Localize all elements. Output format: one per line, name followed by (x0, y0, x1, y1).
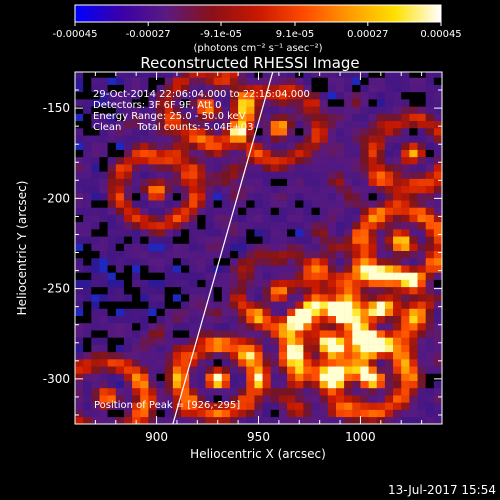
y-axis-label: Heliocentric Y (arcsec) (15, 181, 29, 316)
annotation-clean-counts: Clean Total counts: 5.04E+03 (93, 122, 253, 133)
colorbar-tick-label: -0.00027 (126, 29, 171, 40)
solar-limb-line (172, 72, 274, 424)
colorbar-tick-label: -9.1e-05 (200, 29, 242, 40)
annotation-time-range: 29-Oct-2014 22:06:04.000 to 22:16:04.000 (93, 89, 310, 100)
x-tick-label: 950 (247, 430, 270, 444)
peak-position-label: Position of Peak = [926,-295] (94, 400, 240, 411)
x-tick-label: 900 (145, 430, 168, 444)
colorbar-tick-label: 0.00045 (420, 29, 461, 40)
annotation-detectors: Detectors: 3F 6F 9F, Att 0 (93, 100, 221, 111)
plot-area: 900 950 1000 -150 -200 -250 -300 (43, 71, 443, 444)
colorbar-tick-label: 9.1e-05 (276, 29, 314, 40)
footer-timestamp: 13-Jul-2017 15:54 (388, 483, 496, 497)
colorbar: -0.00045 -0.00027 -9.1e-05 9.1e-05 0.00027 0.… (53, 4, 462, 54)
y-tick-label: -150 (43, 101, 70, 115)
chart-title: Reconstructed RHESSI Image (140, 54, 359, 72)
y-tick-label: -300 (43, 372, 70, 386)
heatmap-image (75, 72, 442, 424)
y-tick-label: -250 (43, 282, 70, 296)
annotation-energy-range: Energy Range: 25.0 - 50.0 keV (93, 111, 246, 122)
axis-ticks: 900 950 1000 -150 -200 -250 -300 (43, 71, 443, 444)
y-tick-label: -200 (43, 191, 70, 205)
colorbar-bar (74, 4, 442, 23)
annotations: 29-Oct-2014 22:06:04.000 to 22:16:04.000… (93, 89, 310, 411)
colorbar-tick-label: 0.00027 (347, 29, 388, 40)
colorbar-units: (photons cm⁻² s⁻¹ asec⁻²) (193, 43, 322, 54)
x-tick-label: 1000 (345, 430, 376, 444)
x-axis-label: Heliocentric X (arcsec) (190, 447, 326, 461)
colorbar-ticks: -0.00045 -0.00027 -9.1e-05 9.1e-05 0.00027 0.… (53, 22, 462, 40)
colorbar-tick-label: -0.00045 (53, 29, 98, 40)
